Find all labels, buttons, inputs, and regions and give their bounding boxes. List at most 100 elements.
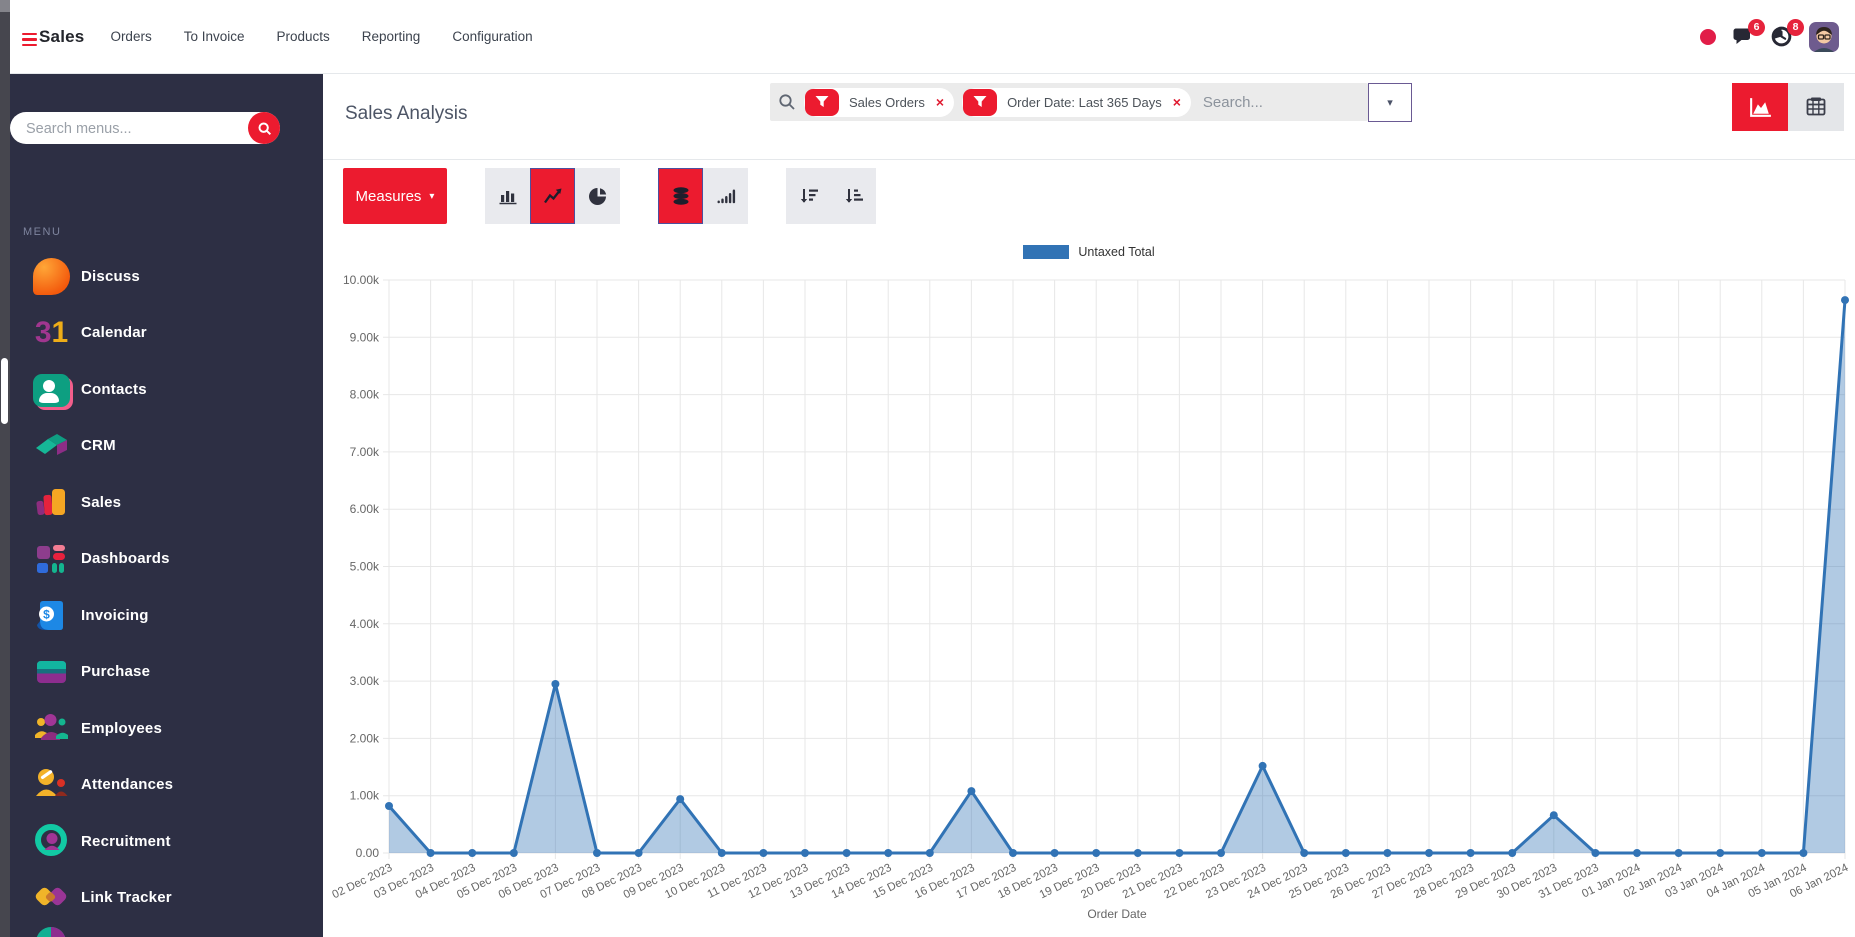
legend-label: Untaxed Total [1078,245,1155,259]
chevron-down-icon: ▾ [1387,97,1393,109]
svg-text:$: $ [43,608,50,622]
sidebar-search-button[interactable] [248,112,280,144]
status-dot-icon[interactable] [1700,28,1716,45]
sidebar-item-employees[interactable]: Employees [33,710,162,747]
sidebar-item-label: Employees [81,720,163,737]
svg-text:5.00k: 5.00k [350,560,380,574]
control-panel: Sales Analysis Sales Orders × Order Date… [323,74,1855,160]
chat-bubble-icon [1733,28,1750,44]
line-chart-button[interactable] [530,168,575,224]
sort-ascending-icon [845,189,863,203]
svg-text:2.00k: 2.00k [350,731,380,745]
activities-button[interactable]: 8 [1770,18,1804,49]
calendar-app-icon: 31 [34,316,69,349]
user-avatar[interactable] [1809,21,1839,52]
menu-configuration[interactable]: Configuration [452,29,533,44]
chart-legend[interactable]: Untaxed Total [323,245,1855,259]
sidebar-item-recruitment[interactable]: Recruitment [33,823,171,860]
facet-label: Order Date: Last 365 Days [1007,94,1162,110]
app-name: Sales [39,26,85,46]
partial-app-icon [33,924,70,937]
dashboards-app-icon [33,540,70,577]
sidebar-item-contacts[interactable]: Contacts [33,371,147,408]
facet-order-date[interactable]: Order Date: Last 365 Days × [962,87,1191,117]
ascending-bars-icon [717,189,735,204]
svg-text:4.00k: 4.00k [350,617,380,631]
search-input[interactable] [1200,92,1360,112]
sort-ascending-button[interactable] [831,168,876,224]
filter-funnel-icon [963,88,998,116]
sidebar-item-label: Calendar [81,324,147,341]
facet-sales-orders[interactable]: Sales Orders × [804,87,955,117]
scrollbar-thumb[interactable] [1,358,8,424]
sidebar-item-label: Dashboards [81,550,170,567]
measures-label: Measures [355,187,422,205]
graph-options-group [658,168,748,224]
facet-remove-icon[interactable]: × [935,94,945,110]
sort-descending-button[interactable] [786,168,831,224]
bar-chart-button[interactable] [485,168,530,224]
cumulative-button[interactable] [703,168,748,224]
sidebar-item-crm[interactable]: CRM [33,427,116,464]
svg-text:7.00k: 7.00k [350,445,380,459]
sidebar-item-label: CRM [81,437,116,454]
menu-orders[interactable]: Orders [110,29,152,44]
sidebar-item-link-tracker[interactable]: Link Tracker [33,879,172,916]
facet-label: Sales Orders [849,94,925,110]
menu-to-invoice[interactable]: To Invoice [183,29,245,44]
sort-group [786,168,876,224]
crm-app-icon [33,427,70,464]
activities-badge: 8 [1787,18,1804,36]
pivot-view-button[interactable] [1788,83,1844,131]
svg-text:8.00k: 8.00k [350,388,380,402]
discuss-app-icon [33,258,70,295]
employees-app-icon [33,710,70,747]
pie-chart-button[interactable] [575,168,620,224]
sidebar-item-partial[interactable] [33,924,70,937]
messages-button[interactable]: 6 [1731,18,1765,49]
sidebar-item-sales[interactable]: Sales [33,484,121,521]
recruitment-app-icon [33,823,70,860]
sidebar-search-input[interactable] [24,112,243,146]
svg-text:10.00k: 10.00k [343,273,380,287]
search-options-toggle[interactable]: ▾ [1368,83,1412,122]
svg-text:3.00k: 3.00k [350,674,380,688]
view-switcher [1732,83,1844,131]
clock-icon [1771,26,1792,46]
sidebar-item-label: Contacts [81,381,147,398]
stacked-icon [673,187,688,205]
menu-reporting[interactable]: Reporting [361,29,421,44]
line-chart-icon [543,188,561,204]
invoicing-app-icon: $ [33,597,70,634]
facet-remove-icon[interactable]: × [1172,94,1181,110]
measures-button[interactable]: Measures ▾ [343,168,447,224]
search-icon [258,122,271,135]
sidebar-menu-label: MENU [23,226,62,238]
search-icon [779,94,795,110]
sidebar-item-label: Discuss [81,268,140,285]
pie-chart-icon [588,188,606,205]
chart-area: Untaxed Total 0.00 1.00k 2.00k 3.00k 4.00k 5.… [323,240,1855,937]
apps-sidebar: MENU Discuss 31 Calendar Contacts CRM [10,74,323,937]
menu-products[interactable]: Products [276,29,330,44]
sidebar-item-label: Invoicing [81,607,149,624]
sidebar-item-attendances[interactable]: Attendances [33,766,173,803]
app-switcher[interactable]: Sales [22,27,84,47]
stacked-toggle-button[interactable] [658,168,703,224]
sidebar-item-discuss[interactable]: Discuss [33,258,140,295]
sidebar-item-label: Attendances [81,776,174,793]
legend-swatch [1023,245,1070,259]
svg-text:0.00: 0.00 [356,846,380,860]
sales-app-icon [33,484,70,521]
sidebar-item-calendar[interactable]: 31 Calendar [33,314,147,351]
pivot-table-icon [1806,97,1826,116]
sidebar-item-label: Sales [81,494,122,511]
page-title: Sales Analysis [345,103,468,124]
chart-type-group [485,168,620,224]
sidebar-item-purchase[interactable]: Purchase [33,653,150,690]
sidebar-item-label: Link Tracker [81,889,172,906]
link-tracker-app-icon [33,879,70,916]
graph-view-button[interactable] [1732,83,1788,131]
sidebar-item-invoicing[interactable]: $ Invoicing [33,597,149,634]
sidebar-item-dashboards[interactable]: Dashboards [33,540,170,577]
